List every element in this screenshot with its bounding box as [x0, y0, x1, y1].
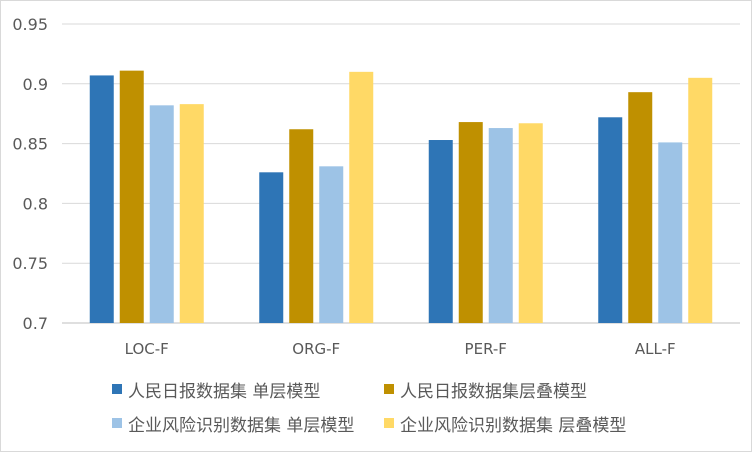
legend-label-series-2: 人民日报数据集层叠模型	[400, 381, 587, 402]
bar-org-f-series-1	[259, 172, 284, 323]
legend-item-series-4: 企业风险识别数据集 层叠模型	[384, 411, 656, 436]
y-axis-tick-labels: 0.7 0.75 0.8 0.85 0.9 0.95	[12, 15, 48, 333]
y-tick-label: 0.95	[12, 15, 48, 34]
legend-swatch-series-1	[112, 384, 122, 394]
bar-per-f-series-1	[428, 140, 453, 323]
x-tick-label: ALL-F	[635, 340, 676, 358]
bar-all-f-series-1	[598, 117, 623, 324]
legend-swatch-series-4	[384, 418, 394, 428]
bar-loc-f-series-1	[89, 75, 114, 323]
y-tick-label: 0.9	[23, 75, 48, 94]
legend-item-series-3: 企业风险识别数据集 单层模型	[112, 411, 384, 436]
bar-org-f-series-3	[319, 166, 344, 323]
bar-loc-f-series-4	[179, 104, 204, 324]
legend-item-series-2: 人民日报数据集层叠模型	[384, 377, 656, 402]
bar-per-f-series-3	[488, 128, 513, 323]
y-tick-label: 0.7	[23, 314, 48, 333]
gridlines	[62, 23, 740, 324]
x-tick-label: ORG-F	[292, 340, 340, 358]
legend: 人民日报数据集 单层模型 人民日报数据集层叠模型 企业风险识别数据集 单层模型 …	[112, 372, 672, 440]
legend-swatch-series-2	[384, 384, 394, 394]
legend-label-series-1: 人民日报数据集 单层模型	[128, 381, 321, 402]
legend-row-1: 人民日报数据集 单层模型 人民日报数据集层叠模型	[112, 372, 672, 406]
bar-all-f-series-4	[688, 77, 713, 323]
x-tick-label: PER-F	[465, 340, 507, 358]
bar-per-f-series-4	[518, 123, 543, 323]
bar-loc-f-series-2	[119, 70, 144, 323]
x-axis-tick-labels: LOC-F ORG-F PER-F ALL-F	[125, 340, 676, 358]
bars	[89, 70, 713, 324]
legend-swatch-series-3	[112, 418, 122, 428]
bar-org-f-series-2	[289, 129, 314, 323]
y-tick-label: 0.75	[12, 254, 48, 273]
bar-all-f-series-2	[628, 92, 653, 323]
legend-label-series-3: 企业风险识别数据集 单层模型	[128, 415, 355, 436]
legend-item-series-1: 人民日报数据集 单层模型	[112, 377, 384, 402]
bar-all-f-series-3	[658, 142, 683, 323]
bar-org-f-series-4	[349, 71, 374, 323]
legend-label-series-4: 企业风险识别数据集 层叠模型	[400, 415, 627, 436]
y-tick-label: 0.8	[23, 194, 48, 213]
bar-loc-f-series-3	[149, 105, 174, 323]
bar-per-f-series-2	[458, 122, 483, 324]
x-tick-label: LOC-F	[125, 340, 169, 358]
legend-row-2: 企业风险识别数据集 单层模型 企业风险识别数据集 层叠模型	[112, 406, 672, 440]
y-tick-label: 0.85	[12, 135, 48, 154]
